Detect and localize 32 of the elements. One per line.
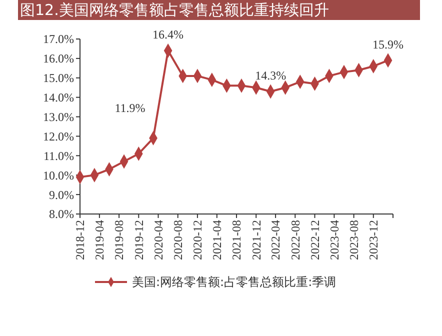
x-tick-label: 2023-08 xyxy=(346,220,361,260)
data-label: 15.9% xyxy=(372,37,404,52)
legend-label: 美国:网络零售额:占零售总额比重:季调 xyxy=(132,275,336,290)
chart-title: 图12.美国网络零售额占零售总额比重持续回升 xyxy=(20,1,329,19)
data-label: 16.4% xyxy=(152,28,184,42)
x-tick-label: 2023-12 xyxy=(366,220,381,260)
y-tick-label: 14.0% xyxy=(43,90,74,105)
data-label: 11.9% xyxy=(114,101,146,116)
y-tick-label: 10.0% xyxy=(43,168,74,182)
x-tick-label: 2023-04 xyxy=(327,220,342,260)
y-tick-label: 15.0% xyxy=(43,71,74,86)
x-tick-label: 2020-12 xyxy=(190,220,205,260)
x-tick-label: 2018-12 xyxy=(73,220,88,260)
y-tick-label: 17.0% xyxy=(43,32,74,46)
y-tick-label: 16.0% xyxy=(43,52,74,66)
y-tick-label: 11.0% xyxy=(43,148,74,163)
x-tick-label: 2019-04 xyxy=(92,220,107,260)
y-tick-label: 8.0% xyxy=(49,207,74,222)
x-tick-label: 2021-04 xyxy=(210,220,224,260)
x-tick-label: 2022-04 xyxy=(268,220,283,260)
x-tick-label: 2020-04 xyxy=(151,220,166,260)
x-tick-label: 2019-12 xyxy=(132,220,146,260)
x-tick-label: 2022-12 xyxy=(308,220,322,260)
x-tick-label: 2019-08 xyxy=(112,220,126,260)
x-tick-label: 2020-08 xyxy=(171,220,186,260)
x-tick-label: 2022-08 xyxy=(288,220,302,260)
y-tick-label: 13.0% xyxy=(43,110,74,124)
data-label: 14.3% xyxy=(255,68,286,82)
y-tick-label: 9.0% xyxy=(49,188,74,202)
y-tick-label: 12.0% xyxy=(43,129,74,144)
x-tick-label: 2021-08 xyxy=(230,220,244,260)
x-tick-label: 2021-12 xyxy=(249,220,264,260)
